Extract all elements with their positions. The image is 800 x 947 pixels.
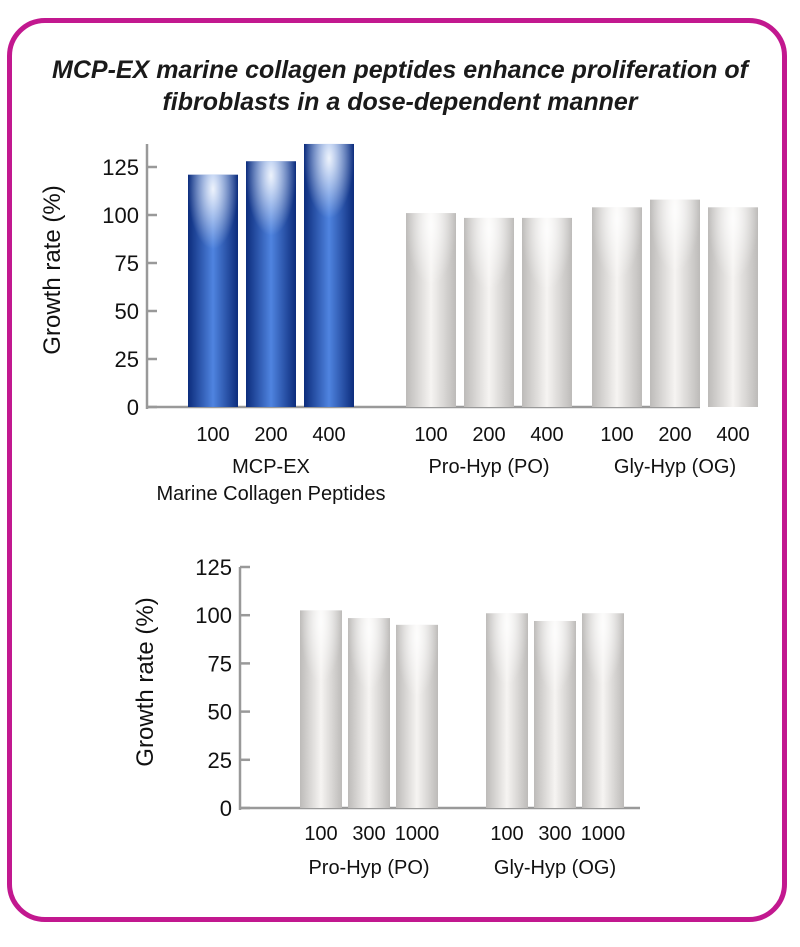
y-tick-label: 125 [195,555,232,580]
y-tick-label: 50 [208,700,232,725]
bar-highlight [534,620,576,741]
bar-highlight [396,624,438,745]
group-label: MCP-EX [232,456,310,478]
dose-label: 400 [530,424,563,446]
y-tick-label: 125 [102,155,139,180]
y-tick-label: 100 [102,203,139,228]
group-label: Marine Collagen Peptides [156,483,385,505]
title-line-2: fibroblasts in a dose-dependent manner [162,88,638,116]
bar-highlight [650,199,700,320]
y-tick-label: 75 [208,651,232,676]
y-tick-label: 100 [195,603,232,628]
dose-label: 1000 [395,823,440,845]
bar-highlight [486,613,528,734]
dose-label: 100 [600,424,633,446]
bar-highlight [522,217,572,338]
dose-label: 200 [254,424,287,446]
chart-2: 0 25 50 75 100 125 Growth rate (%) 100 300 1000 Pr… [132,555,640,879]
group-label: Gly-Hyp (OG) [494,857,616,879]
y-tick-label: 75 [115,251,139,276]
bar-highlight [304,143,354,264]
bar-highlight [188,174,238,295]
dose-label: 100 [196,424,229,446]
bar-highlight [406,213,456,334]
card-frame [7,18,787,922]
y-axis-label: Growth rate (%) [39,185,66,354]
y-tick-label: 50 [115,299,139,324]
bar-highlight [464,217,514,338]
dose-label: 300 [352,823,385,845]
bar-highlight [708,207,758,328]
dose-label: 200 [658,424,691,446]
dose-label: 400 [716,424,749,446]
dose-label: 100 [304,823,337,845]
bar-highlight [592,207,642,328]
dose-label: 100 [414,424,447,446]
bar-highlight [582,613,624,734]
y-tick-label: 0 [220,796,232,821]
dose-label: 1000 [581,823,626,845]
group-label: Pro-Hyp (PO) [428,456,549,478]
dose-label: 300 [538,823,571,845]
y-tick-label: 25 [208,748,232,773]
y-tick-label: 0 [127,395,139,420]
bar-highlight [246,161,296,282]
bar-highlight [300,610,342,731]
dose-label: 200 [472,424,505,446]
y-tick-label: 25 [115,347,139,372]
dose-label: 100 [490,823,523,845]
group-label: Pro-Hyp (PO) [308,857,429,879]
page-title: MCP-EX marine collagen peptides enhance … [20,54,780,118]
dose-label: 400 [312,424,345,446]
group-label: Gly-Hyp (OG) [614,456,736,478]
title-line-1: MCP-EX marine collagen peptides enhance … [52,56,748,84]
bar-highlight [348,618,390,739]
y-axis-label: Growth rate (%) [132,597,159,766]
